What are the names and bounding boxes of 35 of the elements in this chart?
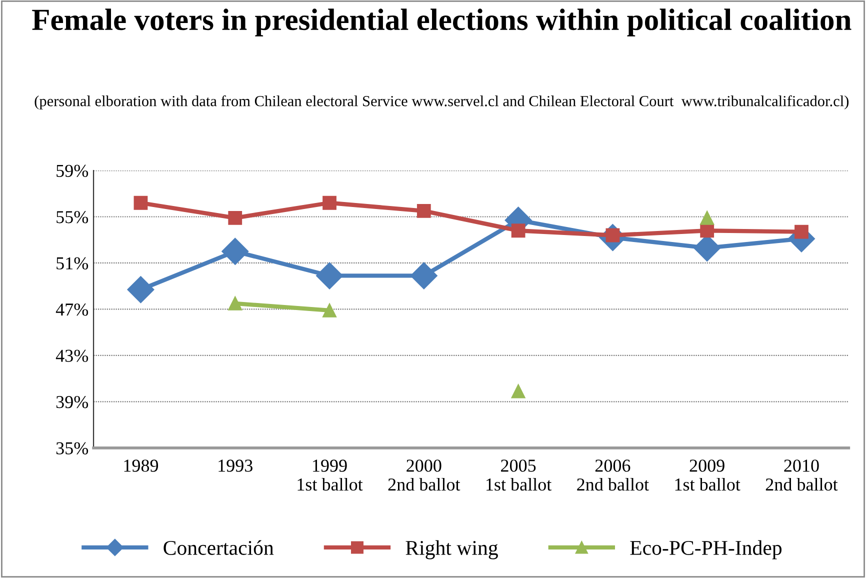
x-tick-label: 2005 1st ballot xyxy=(486,460,552,491)
point xyxy=(322,196,336,210)
point xyxy=(134,196,148,210)
y-tick-label: 51% xyxy=(56,257,88,270)
y-tick-label: 47% xyxy=(56,303,88,316)
point xyxy=(228,296,242,310)
point xyxy=(222,238,249,265)
chart-title: Female voters in presidential elections within political coalition xyxy=(32,8,852,36)
x-tick-label: 1999 1st ballot xyxy=(298,460,363,491)
point xyxy=(322,303,336,318)
point xyxy=(511,384,526,398)
x-tick-label: 2009 1st ballot xyxy=(675,460,740,491)
x-tick-label: 2000 2nd ballot xyxy=(388,460,460,491)
point xyxy=(416,204,431,218)
legend-label: Concertación xyxy=(164,540,274,555)
x-tick-label: 2006 2nd ballot xyxy=(577,460,649,491)
x-tick-label: 1993 xyxy=(218,460,252,472)
legend-label: Eco-PC-PH-Indep xyxy=(630,540,782,560)
point xyxy=(700,224,714,238)
y-tick-label: 59% xyxy=(56,164,88,178)
chart-subtitle: (personal elboration with data from Chilean electoral Service www.servel.cl and Chilean Electoral Court www.tribunalcalificador.cl) xyxy=(34,95,849,110)
point xyxy=(511,224,526,238)
point xyxy=(794,224,808,239)
y-tick-label: 39% xyxy=(56,396,88,408)
x-tick-label: 1989 xyxy=(124,460,158,472)
point xyxy=(127,276,154,304)
point xyxy=(316,262,343,290)
point xyxy=(410,262,438,290)
legend-label: Right wing xyxy=(406,540,498,560)
y-tick-label: 43% xyxy=(56,350,88,362)
x-tick-label: 2010 2nd ballot xyxy=(766,460,838,491)
point xyxy=(228,210,242,225)
y-tick-label: 55% xyxy=(56,211,88,224)
y-tick-label: 35% xyxy=(56,442,88,454)
point xyxy=(700,210,714,225)
